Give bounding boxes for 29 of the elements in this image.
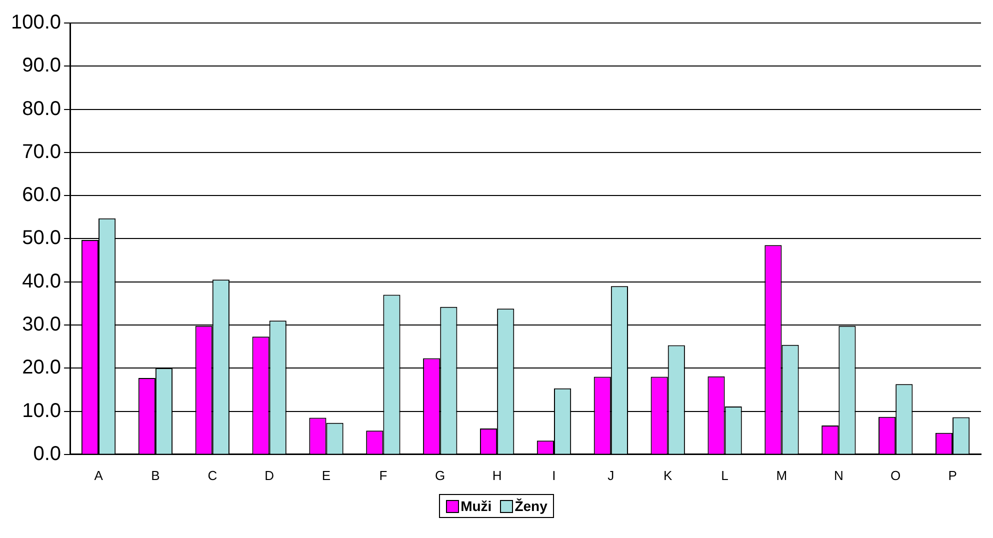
x-tick-label: N <box>834 468 844 483</box>
y-tick-label: 0.0 <box>33 442 62 465</box>
x-tick-label: M <box>776 468 788 483</box>
y-tick-label: 20.0 <box>22 356 62 379</box>
x-tick-label: I <box>552 468 556 483</box>
x-tick-label: O <box>890 468 901 483</box>
x-tick-label: P <box>948 468 957 483</box>
y-tick-label: 60.0 <box>22 184 62 206</box>
y-tick-label: 100.0 <box>10 12 62 34</box>
x-tick-label: E <box>322 468 331 483</box>
legend-label: Ženy <box>514 498 548 514</box>
x-tick-label: C <box>208 468 218 483</box>
x-tick-label: H <box>492 468 502 483</box>
legend-label: Muži <box>460 498 492 514</box>
x-tick-label: J <box>608 468 614 483</box>
x-tick-label: A <box>94 468 104 483</box>
y-tick-label: 80.0 <box>22 98 62 120</box>
y-tick-label: 10.0 <box>22 400 62 422</box>
y-tick-label: 50.0 <box>22 227 62 250</box>
y-tick-label: 70.0 <box>22 140 62 163</box>
x-tick-label: K <box>664 468 673 483</box>
y-tick-label: 90.0 <box>22 54 62 77</box>
y-tick-label: 30.0 <box>22 313 62 336</box>
x-tick-label: F <box>379 468 388 483</box>
x-tick-label: D <box>264 468 274 483</box>
x-tick-label: L <box>721 468 728 483</box>
y-tick-label: 40.0 <box>22 270 62 292</box>
x-tick-label: B <box>151 468 160 483</box>
x-tick-label: G <box>435 468 446 483</box>
